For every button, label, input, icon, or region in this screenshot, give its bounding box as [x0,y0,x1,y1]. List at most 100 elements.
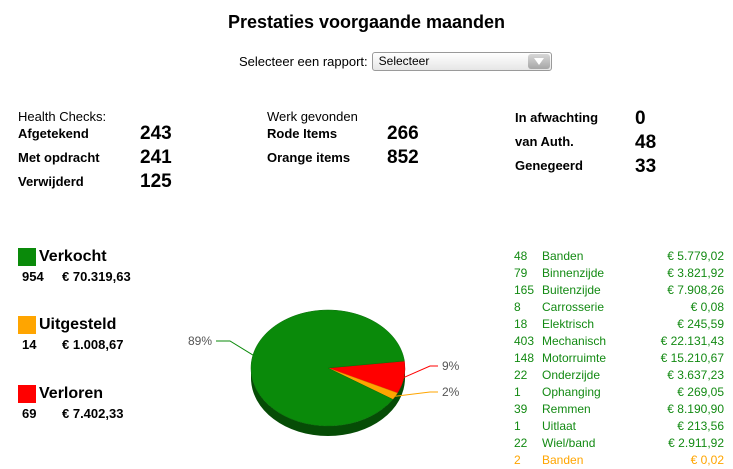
row-amount: € 3.821,92 [667,266,724,280]
row-count: 8 [514,300,521,314]
pie-chart: 9% 2% 89% [188,309,460,436]
report-label: Selecteer een rapport: [239,54,368,69]
report-select[interactable]: Selecteer [371,52,552,71]
stat-row: Verwijderd 125 [18,171,188,198]
row-name: Uitlaat [542,419,577,433]
stat-label: Genegeerd [515,158,583,173]
row-amount: € 8.190,90 [667,402,724,416]
row-amount: € 15.210,67 [660,351,724,365]
row-count: 1 [514,419,521,433]
stat-label: Afgetekend [18,126,89,141]
stat-row: Rode Items 266 [267,123,437,150]
pie-leader-line [216,340,254,356]
row-count: 403 [514,334,535,348]
legend-amount: € 7.402,33 [62,406,124,421]
werk-header: Werk gevonden [267,109,358,124]
pie-side [251,368,405,436]
row-amount: € 2.911,92 [668,436,724,450]
row-count: 79 [514,266,528,280]
legend-swatch [18,385,36,403]
row-count: 39 [514,402,528,416]
legend-amount: € 70.319,63 [62,269,131,284]
pie-leader-line [403,365,438,378]
table-row: 165 Buitenzijde € 7.908,26 [514,282,724,299]
row-count: 22 [514,368,528,382]
table-row: 2 Banden € 0,02 [514,452,724,469]
row-count: 48 [514,249,528,263]
stat-label: Orange items [267,150,351,165]
legend-amount: € 1.008,67 [62,337,124,352]
pie-label: 2% [442,385,460,399]
stat-value: 266 [387,123,419,144]
table-row: 1 Uitlaat € 213,56 [514,418,724,435]
table-row: 39 Remmen € 8.190,90 [514,401,724,418]
legend-item-verkocht: Verkocht 954 € 70.319,63 [18,248,131,284]
stat-row: Met opdracht 241 [18,147,188,174]
row-name: Onderzijde [542,368,601,382]
table-row: 22 Wiel/band € 2.911,92 [514,435,724,452]
page-title: Prestaties voorgaande maanden [227,12,506,32]
legend-count: 954 [22,269,44,284]
legend-name: Uitgesteld [39,316,117,333]
row-amount: € 22.131,43 [660,334,724,348]
chevron-down-icon [533,58,544,65]
dropdown-button[interactable] [527,54,550,69]
pie-label: 89% [188,334,212,348]
row-count: 2 [514,453,521,467]
stat-row: Orange items 852 [267,147,437,174]
table-row: 18 Elektrisch € 245,59 [514,316,724,333]
row-count: 148 [514,351,535,365]
report-selector-row: Selecteer een rapport: Selecteer [239,52,552,71]
stat-label: van Auth. [515,134,574,149]
row-amount: € 3.637,23 [667,368,724,382]
row-name: Banden [542,249,584,263]
table-row: 403 Mechanisch € 22.131,43 [514,333,724,350]
pie-slice [250,309,405,427]
status-panel: In afwachting 0 van Auth. 48 Genegeerd 3… [515,108,685,182]
row-count: 165 [514,283,535,297]
row-name: Buitenzijde [542,283,601,297]
health-checks-header: Health Checks: [18,109,107,124]
stat-value: 0 [635,108,646,129]
table-row: 8 Carrosserie € 0,08 [514,299,724,316]
stat-row: Afgetekend 243 [18,123,188,150]
legend-item-uitgesteld: Uitgesteld 14 € 1.008,67 [18,316,123,352]
report-select-value: Selecteer [378,54,430,68]
health-checks-panel: Health Checks: Afgetekend 243 Met opdrac… [18,109,188,198]
row-amount: € 213,56 [677,419,724,433]
legend-swatch [18,248,36,266]
stat-value: 48 [635,132,657,153]
stat-row: In afwachting 0 [515,108,685,134]
table-row: 22 Onderzijde € 3.637,23 [514,367,724,384]
row-amount: € 0,08 [690,300,724,314]
table-row: 148 Motorruimte € 15.210,67 [514,350,724,367]
stat-row: van Auth. 48 [515,132,685,158]
table-row: 48 Banden € 5.779,02 [514,248,724,265]
category-table: 48 Banden € 5.779,02 79 Binnenzijde € 3.821,9… [514,248,724,469]
stat-label: Rode Items [267,126,338,141]
row-name: Elektrisch [542,317,595,331]
row-amount: € 245,59 [677,317,724,331]
stat-value: 852 [387,147,419,168]
row-name: Wiel/band [542,436,596,450]
legend-swatch [18,316,36,334]
row-name: Motorruimte [542,351,607,365]
row-name: Mechanisch [542,334,607,348]
stat-value: 33 [635,156,657,177]
table-row: 79 Binnenzijde € 3.821,92 [514,265,724,282]
row-count: 1 [514,385,521,399]
legend-item-verloren: Verloren 69 € 7.402,33 [18,385,123,421]
legend-count: 14 [22,337,37,352]
stat-value: 243 [140,123,172,144]
legend-name: Verkocht [39,248,107,265]
row-count: 18 [514,317,528,331]
row-amount: € 269,05 [677,385,724,399]
row-amount: € 7.908,26 [667,283,724,297]
row-name: Remmen [542,402,591,416]
stat-label: In afwachting [515,110,599,125]
legend-count: 69 [22,406,37,421]
row-name: Ophanging [542,385,601,399]
row-count: 22 [514,436,528,450]
werk-gevonden-panel: Werk gevonden Rode Items 266 Orange item… [267,109,437,174]
stat-label: Verwijderd [18,174,84,189]
